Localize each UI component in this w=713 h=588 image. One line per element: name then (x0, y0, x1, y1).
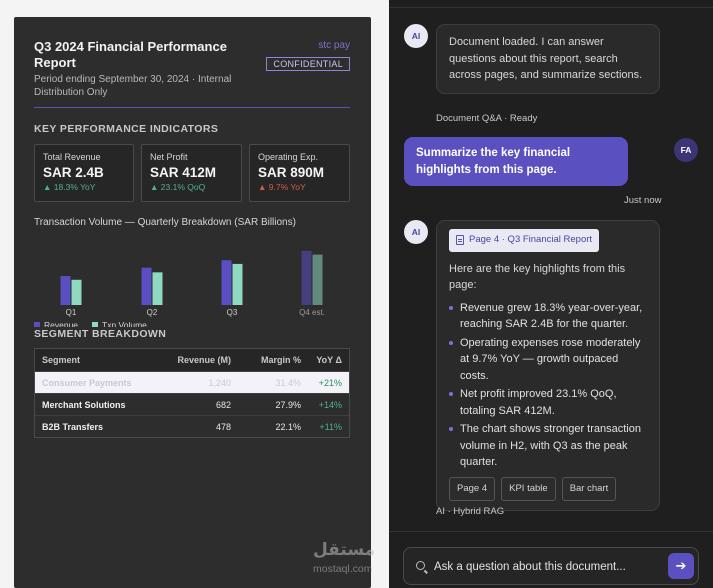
cell-margin: 31.4% (275, 377, 301, 388)
cell-revenue: 682 (215, 399, 231, 410)
cell-segment: B2B Transfers (42, 421, 104, 432)
kpi-value: SAR 890M (258, 165, 325, 180)
kpi-label: Operating Exp. (258, 152, 319, 162)
confidential-badge: CONFIDENTIAL (266, 57, 350, 71)
bar-txn-volume-q2 (152, 272, 163, 305)
kpi-delta: ▲ 18.3% YoY (43, 182, 96, 192)
chip-kpi-table[interactable]: KPI table (501, 476, 556, 501)
cell-segment: Consumer Payments (42, 377, 132, 388)
arrow-right-icon: ➔ (675, 558, 687, 573)
brand-logo-text: stc pay (318, 40, 350, 51)
kpi-value: SAR 2.4B (43, 165, 104, 180)
x-tick-label: Q1 (66, 308, 77, 317)
cell-yoy: +11% (319, 421, 342, 432)
document-page: Q3 2024 Financial Performance Report Per… (14, 17, 371, 588)
kpi-delta: ▲ 9.7% YoY (258, 182, 306, 192)
bar-revenue-q4-est- (301, 250, 312, 305)
chat-input-area: ➔ (389, 531, 713, 588)
answer-intro: Here are the key highlights from this pa… (449, 262, 626, 292)
message-meta: Just now (624, 195, 662, 206)
user-avatar: FA (674, 138, 698, 162)
kpi-card-revenue: Total Revenue SAR 2.4B ▲ 18.3% YoY (34, 144, 134, 202)
chart-title: Transaction Volume — Quarterly Breakdown… (34, 217, 296, 228)
ai-answer-bubble: Page 4 · Q3 Financial Report Here are th… (436, 220, 660, 511)
col-header-revenue: Revenue (M) (177, 355, 231, 365)
kpi-card-operating-exp: Operating Exp. SAR 890M ▲ 9.7% YoY (249, 144, 350, 202)
col-header-segment: Segment (42, 355, 81, 365)
chat-input-box: ➔ (403, 547, 699, 585)
transaction-volume-chart: Q1 Q2 Q3 Q4 est. Revenue Txn Volume (34, 250, 325, 327)
answer-bullet-list: Revenue grew 18.3% year-over-year, reach… (449, 300, 647, 471)
cell-revenue: 1,240 (208, 377, 231, 388)
source-citation-pill[interactable]: Page 4 · Q3 Financial Report (449, 229, 600, 252)
cell-revenue: 478 (215, 421, 231, 432)
legend-label: Txn Volume (102, 320, 147, 327)
bar-txn-volume-q4-est- (312, 254, 323, 305)
user-message-bubble: Summarize the key financial highlights f… (404, 137, 628, 186)
bar-txn-volume-q1 (71, 279, 82, 305)
ai-avatar: AI (404, 220, 428, 244)
cell-margin: 22.1% (275, 421, 301, 432)
ai-message-bubble: Document loaded. I can answer questions … (436, 24, 660, 94)
send-button[interactable]: ➔ (668, 553, 694, 579)
message-meta: AI · Hybrid RAG (436, 506, 505, 517)
kpi-heading: KEY PERFORMANCE INDICATORS (34, 123, 219, 135)
watermark-url: mostaql.com (313, 563, 373, 575)
kpi-card-net-profit: Net Profit SAR 412M ▲ 23.1% QoQ (141, 144, 242, 202)
col-header-yoy: YoY Δ (316, 355, 342, 365)
kpi-label: Total Revenue (43, 152, 101, 162)
bar-revenue-q3 (221, 260, 232, 305)
page-subtitle: Period ending September 30, 2024 · Inter… (34, 74, 232, 98)
kpi-delta: ▲ 23.1% QoQ (150, 182, 206, 192)
kpi-value: SAR 412M (150, 165, 217, 180)
watermark-logo: مستقل (313, 540, 376, 559)
bar-revenue-q1 (60, 276, 71, 305)
search-icon (416, 561, 425, 570)
cell-margin: 27.9% (275, 399, 301, 410)
list-item: Net profit improved 23.1% QoQ, totaling … (449, 386, 647, 419)
ai-avatar: AI (404, 24, 428, 48)
table-row: Merchant Solutions 682 27.9% +14% (35, 393, 349, 415)
bar-revenue-q2 (141, 267, 152, 305)
source-chips: Page 4 KPI table Bar chart (449, 476, 647, 501)
chip-bar-chart[interactable]: Bar chart (561, 476, 617, 501)
chat-top-divider (389, 0, 713, 8)
cell-yoy: +14% (318, 399, 342, 410)
table-row: B2B Transfers 478 22.1% +11% (35, 415, 349, 437)
document-icon (456, 235, 464, 246)
list-item: The chart shows stronger transaction vol… (449, 421, 647, 471)
segment-heading: SEGMENT BREAKDOWN (34, 328, 167, 340)
cell-yoy: +21% (318, 377, 342, 388)
x-tick-label: Q3 (227, 308, 238, 317)
legend-swatch (92, 322, 98, 327)
list-item: Operating expenses rose moderately at 9.… (449, 335, 647, 385)
chat-panel: AI Document loaded. I can answer questio… (389, 0, 713, 588)
segment-table: Segment Revenue (M) Margin % YoY Δ Consu… (34, 348, 350, 438)
table-header-row: Segment Revenue (M) Margin % YoY Δ (35, 349, 349, 371)
source-citation-label: Page 4 · Q3 Financial Report (469, 234, 593, 245)
list-item: Revenue grew 18.3% year-over-year, reach… (449, 300, 647, 333)
x-tick-label: Q2 (147, 308, 158, 317)
page-title: Q3 2024 Financial Performance Report (34, 39, 227, 70)
bar-txn-volume-q3 (232, 263, 243, 305)
chip-page-4[interactable]: Page 4 (449, 476, 496, 501)
legend-swatch (34, 322, 40, 327)
cell-segment: Merchant Solutions (42, 399, 126, 410)
col-header-margin: Margin % (260, 355, 301, 365)
x-tick-label: Q4 est. (299, 308, 325, 317)
table-row: Consumer Payments 1,240 31.4% +21% (35, 371, 349, 393)
legend-label: Revenue (44, 320, 78, 327)
question-input[interactable] (434, 558, 656, 576)
header-divider (34, 107, 350, 108)
kpi-label: Net Profit (150, 152, 188, 162)
message-meta: Document Q&A · Ready (436, 113, 538, 124)
